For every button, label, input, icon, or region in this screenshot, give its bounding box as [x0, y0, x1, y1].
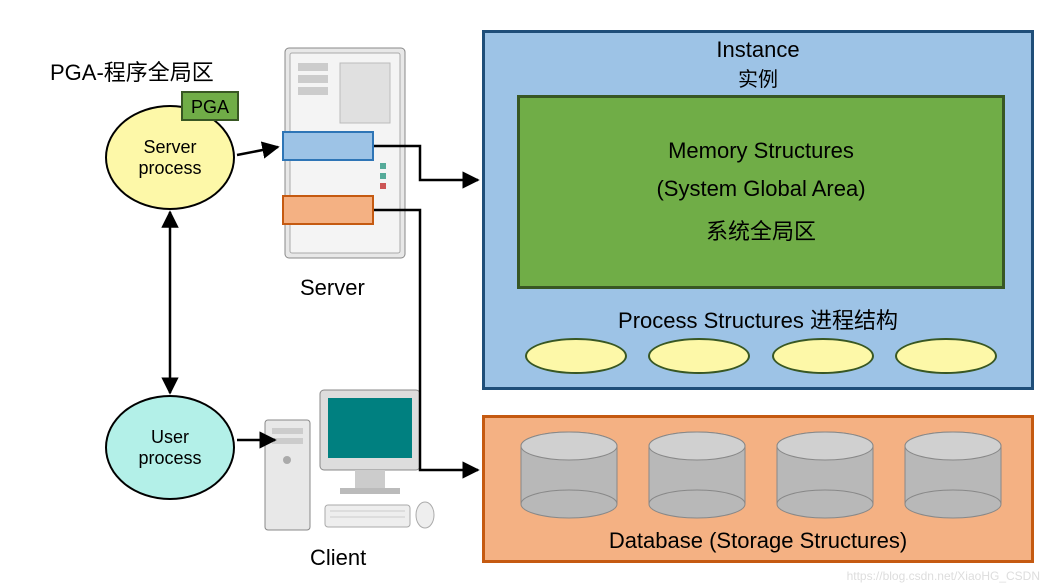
database-label: Database (Storage Structures) [485, 528, 1031, 554]
process-oval [895, 338, 997, 374]
user-process-line2: process [107, 448, 233, 469]
process-oval [525, 338, 627, 374]
instance-title: Instance [485, 37, 1031, 63]
process-oval [648, 338, 750, 374]
server-label: Server [300, 275, 365, 301]
watermark: https://blog.csdn.net/XiaoHG_CSDN [847, 569, 1040, 583]
db-cylinders-row [515, 430, 1007, 520]
user-process-node: User process [105, 395, 235, 500]
process-ovals-row [525, 338, 997, 376]
server-process-line2: process [107, 158, 233, 179]
diagram-title: PGA-程序全局区 [50, 55, 214, 87]
db-cylinder [643, 430, 751, 520]
instance-box: Instance 实例 Memory Structures (System Gl… [482, 30, 1034, 390]
process-structures-label: Process Structures 进程结构 [485, 303, 1031, 335]
instance-subtitle: 实例 [485, 63, 1031, 92]
sga-line2: (System Global Area) [520, 176, 1002, 202]
db-cylinder [515, 430, 623, 520]
sga-box: Memory Structures (System Global Area) 系… [517, 95, 1005, 289]
db-cylinder [771, 430, 879, 520]
pga-badge: PGA [181, 91, 239, 121]
sga-line1: Memory Structures [520, 138, 1002, 164]
server-slot-blue [282, 131, 374, 161]
server-process-line1: Server [107, 137, 233, 158]
client-graphic [260, 380, 440, 535]
client-label: Client [310, 545, 366, 571]
process-oval [772, 338, 874, 374]
database-box: Database (Storage Structures) [482, 415, 1034, 563]
server-slot-orange [282, 195, 374, 225]
sga-line3: 系统全局区 [520, 214, 1002, 246]
user-process-line1: User [107, 427, 233, 448]
db-cylinder [899, 430, 1007, 520]
